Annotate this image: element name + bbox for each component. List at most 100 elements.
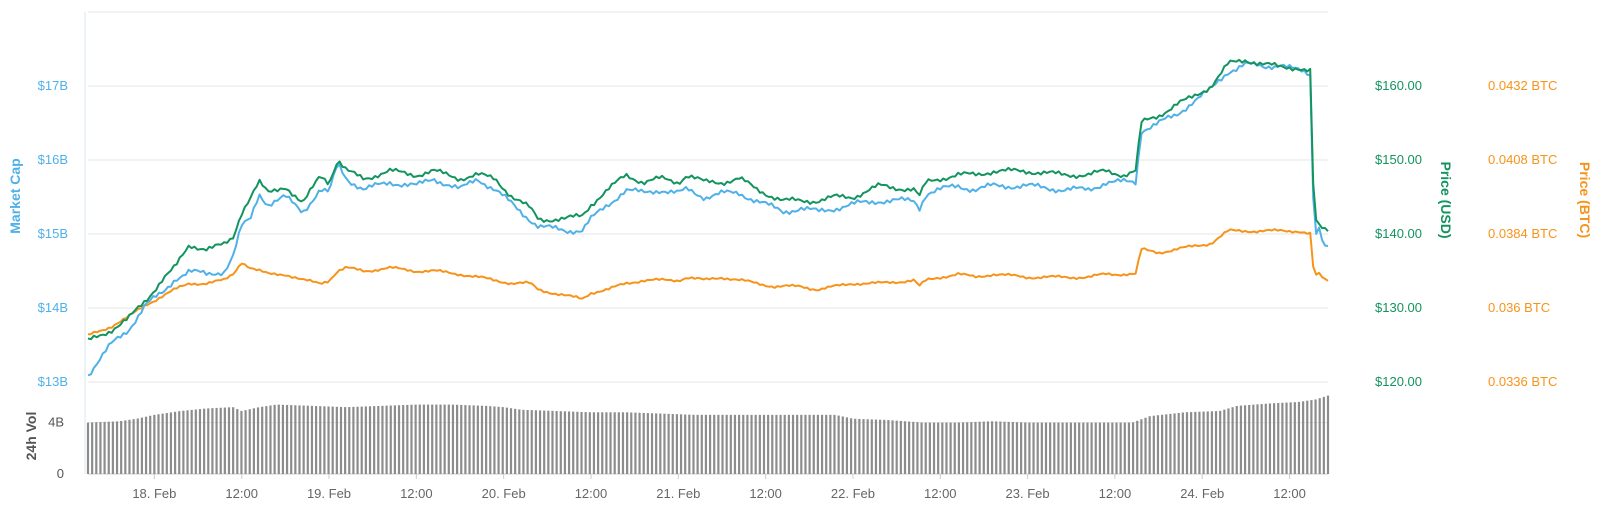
volume-bar	[314, 406, 318, 474]
volume-bar	[1302, 401, 1305, 474]
x-tick-label: 12:00	[225, 486, 258, 501]
volume-bar	[750, 414, 753, 474]
volume-bar	[389, 405, 392, 474]
volume-bar	[1248, 404, 1251, 474]
volume-bar	[256, 407, 260, 474]
volume-bar	[584, 412, 587, 474]
volume-bar	[1028, 422, 1031, 474]
volume-bar	[642, 412, 645, 474]
volume-bar	[953, 422, 956, 474]
volume-bar	[1235, 405, 1238, 474]
volume-bar	[1173, 413, 1176, 474]
volume-bar	[410, 404, 413, 474]
volume-bar	[1231, 407, 1234, 474]
volume-bar	[190, 409, 193, 474]
volume-bar	[281, 404, 285, 474]
volume-tick-label: 0	[57, 466, 64, 481]
volume-bar	[609, 412, 612, 474]
volume-bar	[1214, 411, 1218, 474]
volume-bar	[605, 412, 608, 474]
volume-bar	[1015, 422, 1019, 474]
volume-bar	[1152, 415, 1155, 474]
volume-bar	[667, 413, 670, 474]
volume-bar	[990, 421, 994, 474]
price-btc-axis-title: Price (BTC)	[1577, 162, 1593, 238]
volume-bar	[323, 406, 326, 474]
volume-bar	[800, 414, 803, 474]
volume-bar	[783, 414, 786, 474]
volume-bar	[1119, 422, 1122, 474]
volume-bar	[924, 422, 927, 474]
volume-bar	[1069, 422, 1072, 474]
volume-bar	[829, 414, 832, 474]
volume-bar	[252, 408, 255, 474]
volume-bar	[1194, 411, 1197, 474]
volume-bar	[675, 414, 678, 474]
price-usd-axis-title: Price (USD)	[1438, 161, 1454, 238]
x-tick-label: 21. Feb	[656, 486, 700, 501]
volume-bar	[634, 412, 637, 474]
volume-bar	[1243, 405, 1247, 474]
volume-bar	[978, 421, 981, 474]
volume-bar	[1264, 403, 1267, 474]
price-usd-tick-label: $140.00	[1375, 226, 1422, 241]
volume-bar	[1102, 422, 1106, 474]
volume-bar	[414, 404, 417, 474]
volume-bar	[1289, 402, 1292, 474]
volume-bar	[211, 408, 214, 474]
volume-bar	[912, 421, 915, 474]
volume-bar	[406, 404, 409, 474]
volume-bar	[1202, 411, 1205, 474]
volume-bar	[385, 405, 388, 474]
volume-bar	[932, 422, 936, 474]
volume-bar	[215, 407, 218, 474]
x-tick-label: 12:00	[1099, 486, 1132, 501]
axis-ticks: $13B $14B $15B $16B $17B $120.00 $130.00 $140.0…	[38, 78, 1558, 501]
volume-bar	[920, 422, 923, 474]
volume-bar	[1268, 403, 1272, 474]
volume-bar	[908, 421, 911, 474]
volume-bar	[153, 414, 156, 474]
volume-bar	[364, 406, 367, 474]
volume-bar	[1044, 422, 1048, 474]
volume-bar	[485, 405, 488, 474]
volume-bar	[588, 412, 591, 474]
volume-bar	[277, 404, 280, 474]
volume-bar	[435, 404, 438, 474]
volume-bar	[879, 419, 882, 474]
volume-bar	[377, 405, 380, 474]
volume-bar	[402, 405, 405, 474]
volume-bar	[601, 412, 604, 474]
volume-bar	[269, 405, 272, 474]
volume-bar	[422, 404, 426, 474]
volume-bar	[426, 404, 430, 474]
volume-bar	[285, 404, 289, 474]
volume-bar	[1219, 410, 1222, 474]
volume-bar	[617, 412, 620, 474]
volume-bar	[874, 419, 878, 474]
volume-bar	[335, 406, 338, 474]
volume-bar	[99, 422, 102, 474]
volume-bar	[717, 414, 720, 474]
volume-bar	[1040, 422, 1043, 474]
volume-bar	[1227, 408, 1230, 474]
volume-bar	[1003, 421, 1006, 474]
volume-bar	[1169, 413, 1172, 474]
volume-bar	[1115, 422, 1118, 474]
volume-bar	[86, 422, 90, 474]
volume-bar	[891, 420, 894, 474]
volume-bar	[849, 418, 853, 474]
volume-bar	[1285, 402, 1288, 474]
volume-bar	[679, 414, 683, 474]
volume-bar	[186, 410, 189, 474]
volume-bar	[638, 412, 641, 474]
volume-bar	[530, 410, 533, 474]
volume-bar	[194, 409, 197, 474]
volume-bar	[1032, 422, 1035, 474]
volume-bar	[1198, 411, 1201, 474]
volume-bar	[464, 405, 467, 474]
volume-bar	[1322, 396, 1325, 474]
volume-bar	[816, 414, 819, 474]
volume-bar	[344, 407, 347, 474]
